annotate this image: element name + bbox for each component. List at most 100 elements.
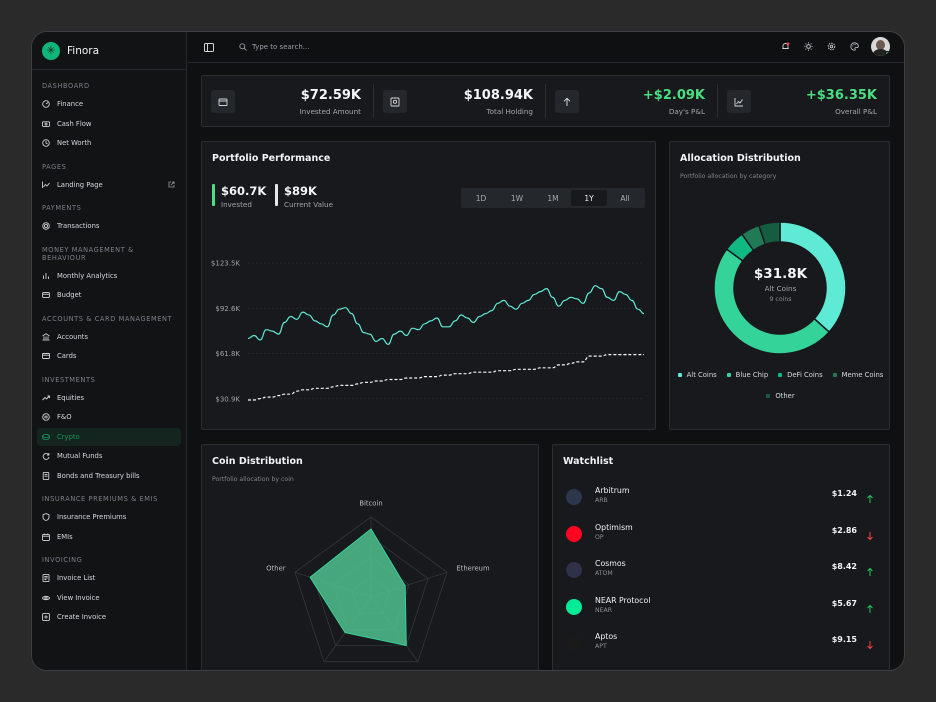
stat-value: $72.59K	[300, 88, 361, 103]
watchlist-row-optimism[interactable]: Optimism OP $2.86	[563, 518, 879, 554]
legend-item-other[interactable]: Other	[766, 392, 795, 400]
topbar-actions	[767, 37, 890, 56]
arrow-up-icon	[866, 562, 874, 576]
sidebar-item-emis[interactable]: EMIs	[37, 528, 181, 547]
coin-symbol: NEAR	[595, 606, 613, 614]
coin-radar-chart: Bitcoin Ethereum BNB Solana Other	[266, 500, 490, 672]
donut-slice-other[interactable]	[757, 221, 781, 246]
radar-label-bnb: BNB	[422, 670, 437, 672]
legend-item-defi-coins[interactable]: DeFi Coins	[778, 371, 823, 379]
watchlist-row-aptos[interactable]: Aptos APT $9.15	[563, 627, 879, 663]
coin-name: Aptos	[595, 632, 618, 641]
sidebar-item-accounts[interactable]: Accounts	[37, 328, 181, 347]
range-1m[interactable]: 1M	[547, 193, 559, 203]
section-title-investments: Investments	[42, 375, 96, 384]
coin-symbol: OP	[595, 533, 604, 541]
sidebar-item-label: Monthly Analytics	[57, 271, 118, 280]
sidebar-item-label: Net Worth	[57, 139, 92, 148]
clock-icon	[42, 139, 50, 147]
watchlist-row-arbitrum[interactable]: Arbitrum ARB $1.24	[563, 481, 879, 517]
coin-price: $8.42	[831, 562, 857, 571]
cosmos-icon	[566, 562, 582, 578]
watchlist-row-sui[interactable]: SuiSUI	[563, 664, 879, 671]
sidebar-item-label: View Invoice	[57, 593, 100, 602]
allocation-legend: Alt Coins Blue Chip DeFi Coins Meme Coins Ot…	[670, 371, 891, 413]
range-1w[interactable]: 1W	[510, 193, 524, 203]
legend-label: Other	[775, 392, 795, 400]
stat-label: Invested Amount	[299, 107, 361, 116]
sidebar-item-mutual-funds[interactable]: Mutual Funds	[37, 447, 181, 466]
wallet-icon	[211, 90, 235, 113]
app-window: ✳ Finora Dashboard Finance Cash Flow Net Wo…	[31, 31, 905, 671]
coin-name: NEAR Protocol	[595, 595, 651, 605]
range-1y[interactable]: 1Y	[571, 190, 607, 206]
coin-name: Sui	[595, 669, 607, 671]
sidebar-item-finance[interactable]: Finance	[37, 95, 181, 114]
sidebar-item-label: Cash Flow	[57, 119, 92, 128]
coin-icon	[42, 222, 50, 230]
sidebar-item-bonds-and-treasury-bills[interactable]: Bonds and Treasury bills	[37, 467, 181, 486]
range-all[interactable]: All	[620, 193, 630, 203]
sidebar-item-budget[interactable]: Budget	[37, 286, 181, 305]
coin-price: $9.15	[831, 635, 857, 644]
trend-icon	[42, 394, 50, 402]
sidebar-item-transactions[interactable]: Transactions	[37, 217, 181, 236]
y-tick-label: $61.8K	[215, 350, 240, 358]
search-input[interactable]: Type to search...	[252, 43, 310, 51]
watchlist-row-cosmos[interactable]: Cosmos ATOM $8.42	[563, 554, 879, 590]
bell-icon[interactable]	[781, 42, 790, 51]
allocation-card: Allocation Distribution Portfolio alloca…	[669, 141, 890, 430]
range-selector: 1D 1W 1M 1Y All	[461, 188, 645, 208]
sidebar-item-crypto[interactable]: Crypto	[37, 427, 181, 446]
sun-icon[interactable]	[804, 42, 813, 51]
legend-swatch	[766, 394, 771, 398]
brand[interactable]: ✳ Finora	[32, 32, 186, 70]
sidebar-item-cash-flow[interactable]: Cash Flow	[37, 115, 181, 134]
coin-symbol: APT	[595, 643, 607, 650]
search-icon	[239, 43, 247, 51]
avatar[interactable]	[871, 37, 890, 56]
sidebar-item-cards[interactable]: Cards	[37, 347, 181, 366]
sidebar-item-net-worth[interactable]: Net Worth	[37, 134, 181, 153]
legend-item-alt-coins[interactable]: Alt Coins	[677, 371, 717, 379]
watchlist-card: Watchlist Arbitrum ARB $1.24 Optimism OP $2.8…	[552, 444, 890, 671]
sidebar-item-monthly-analytics[interactable]: Monthly Analytics	[37, 267, 181, 286]
donut-center: $31.8K Alt Coins 9 coins	[670, 266, 891, 303]
search-bar[interactable]: Type to search...	[239, 43, 309, 51]
legend-item-blue-chip[interactable]: Blue Chip	[726, 371, 768, 379]
sidebar-item-landing-page[interactable]: Landing Page	[37, 176, 181, 195]
coin-price: $5.67	[831, 598, 857, 608]
radar-area[interactable]	[309, 528, 407, 647]
donut-slice-blue-chip[interactable]	[713, 248, 831, 355]
card-subtitle: Portfolio allocation by coin	[212, 476, 294, 483]
invested-label: Invested	[221, 200, 252, 209]
sidebar-item-fando[interactable]: F&O	[37, 408, 181, 427]
gauge-icon	[42, 100, 50, 108]
sidebar-item-create-invoice[interactable]: Create Invoice	[37, 608, 181, 627]
sidebar-item-view-invoice[interactable]: View Invoice	[37, 589, 181, 608]
coin-name: Optimism	[595, 522, 633, 532]
sidebar-item-invoice-list[interactable]: Invoice List	[37, 569, 181, 588]
sidebar-item-label: Invoice List	[57, 574, 96, 583]
sidebar-item-insurance-premiums[interactable]: Insurance Premiums	[37, 508, 181, 527]
palette-icon[interactable]	[850, 42, 859, 51]
stat-value: +$2.09K	[642, 88, 705, 103]
optimism-icon	[566, 525, 582, 542]
section-title-accounts-and-card-management: Accounts & Card Management	[42, 314, 173, 323]
bar-chart-icon	[42, 272, 50, 280]
watchlist-row-near-protocol[interactable]: NEAR Protocol NEAR $5.67	[563, 591, 879, 627]
sidebar: ✳ Finora Dashboard Finance Cash Flow Net Wo…	[32, 32, 187, 670]
gear-icon[interactable]	[827, 42, 836, 51]
stat-total-holding: $108.94K Total Holding	[374, 84, 546, 118]
sidebar-item-label: Transactions	[57, 222, 100, 231]
legend-item-meme-coins[interactable]: Meme Coins	[832, 371, 883, 379]
arrow-down-icon	[866, 635, 874, 650]
range-1d[interactable]: 1D	[475, 193, 487, 203]
arrow-up-icon	[555, 90, 579, 113]
cash-icon	[42, 120, 50, 128]
card-title: Coin Distribution	[212, 456, 303, 467]
sidebar-item-label: Finance	[57, 100, 84, 109]
sidebar-toggle-icon[interactable]	[204, 42, 214, 52]
sidebar-item-equities[interactable]: Equities	[37, 389, 181, 408]
current-value-label: Current Value	[284, 200, 334, 209]
